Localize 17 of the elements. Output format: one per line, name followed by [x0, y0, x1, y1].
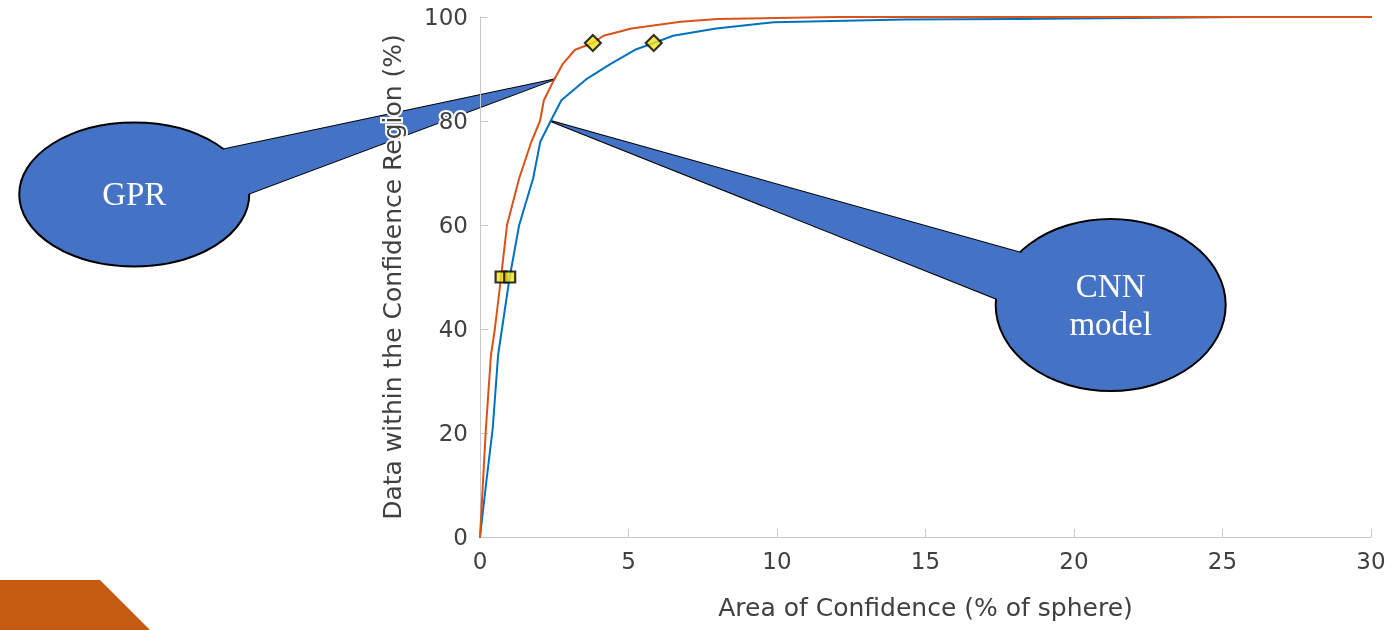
y-tick-label: 0 — [453, 524, 468, 550]
y-axis-title: Data within the Confidence Region (%) — [378, 34, 407, 520]
y-tick-label: 20 — [438, 420, 468, 446]
annotation: CNN model — [1069, 268, 1152, 342]
x-tick-label: 0 — [472, 547, 488, 574]
x-tick-label: 15 — [910, 547, 941, 574]
annotation: GPR — [102, 176, 167, 213]
y-tick-label: 60 — [438, 212, 468, 238]
x-tick-label: 25 — [1207, 547, 1238, 574]
x-tick-label: 5 — [621, 547, 636, 574]
x-tick-label: 20 — [1059, 547, 1089, 574]
x-tick-label: 10 — [762, 547, 792, 574]
y-tick-label: 40 — [438, 316, 468, 342]
y-tick-label: 100 — [424, 4, 468, 30]
line-series — [479, 16, 1372, 538]
x-tick-label: 30 — [1356, 547, 1386, 574]
x-axis-title: Area of Confidence (% of sphere) — [718, 593, 1133, 622]
